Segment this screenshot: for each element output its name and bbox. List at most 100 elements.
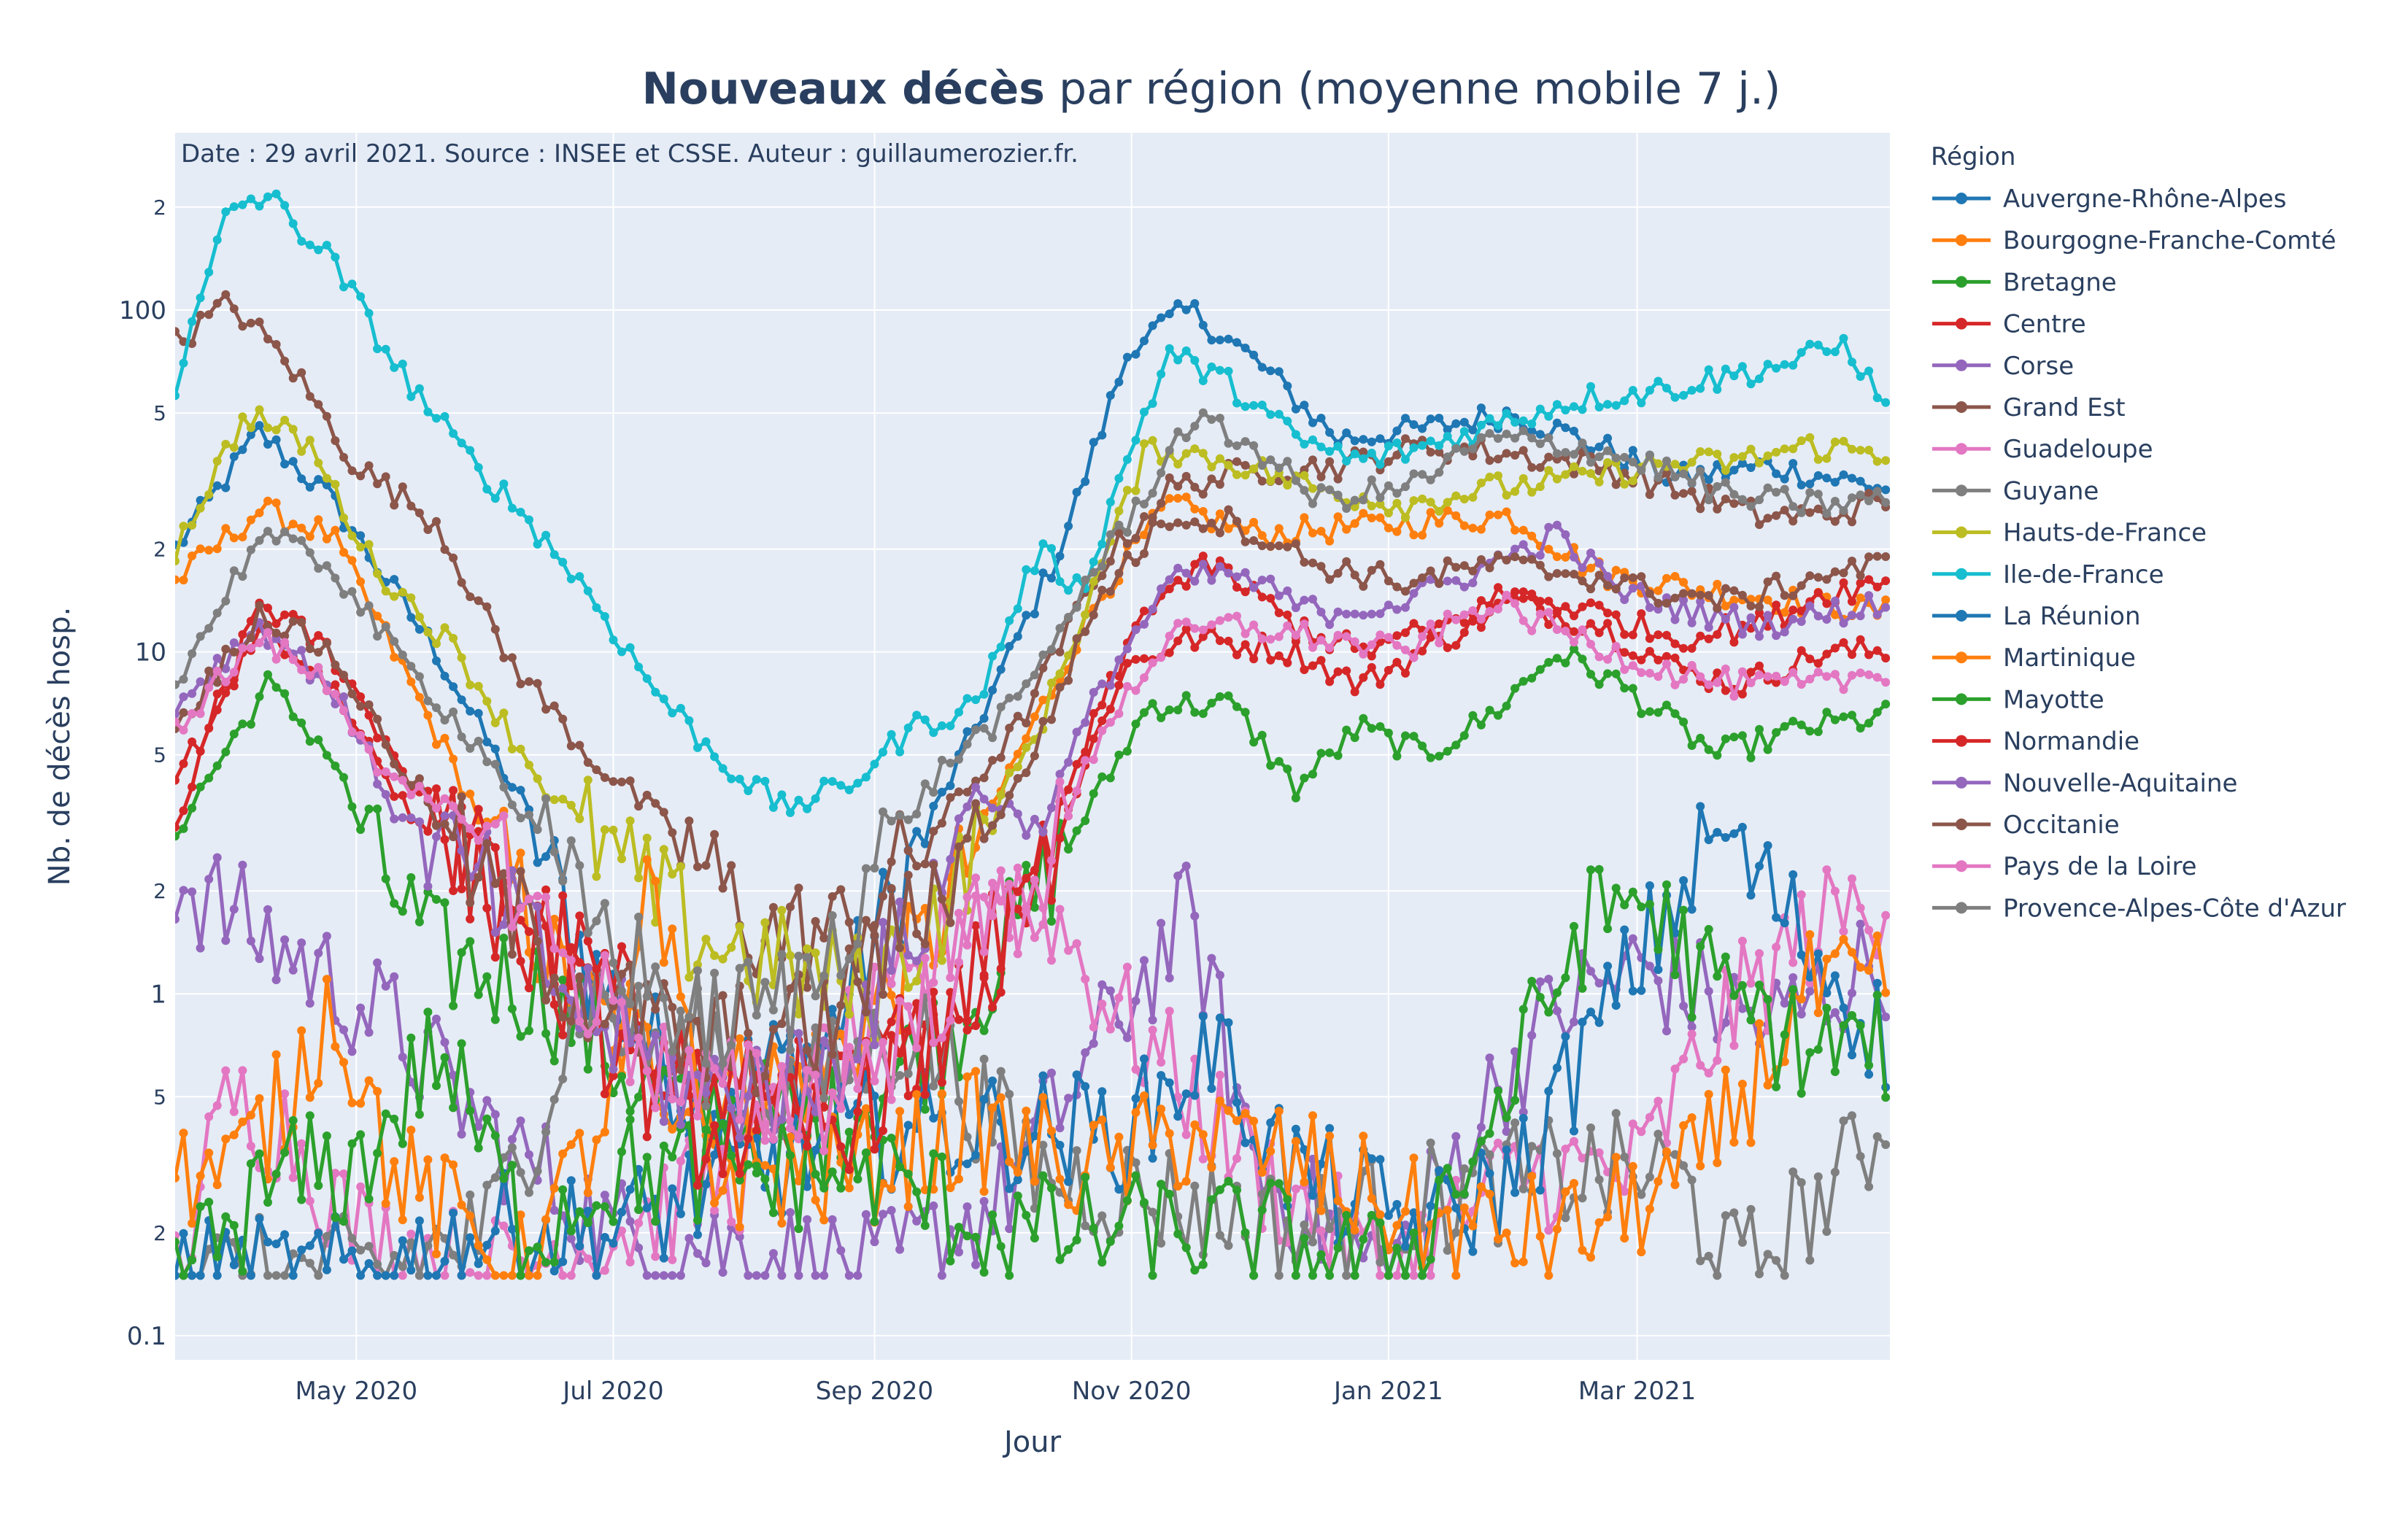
series-point xyxy=(912,809,922,819)
series-point xyxy=(879,807,887,816)
series-point xyxy=(1527,1142,1537,1151)
series-point xyxy=(263,527,272,536)
series-point xyxy=(895,897,905,907)
legend-item[interactable]: Martinique xyxy=(1932,643,2136,673)
series-point xyxy=(1628,584,1637,593)
series-point xyxy=(280,631,290,641)
series-point xyxy=(390,1157,399,1167)
series-point xyxy=(592,603,601,612)
series-point xyxy=(1670,1064,1680,1074)
series-point xyxy=(1089,438,1098,447)
series-point xyxy=(1603,924,1613,934)
series-point xyxy=(735,1222,744,1231)
legend-item[interactable]: Guadeloupe xyxy=(1932,435,2153,464)
series-point xyxy=(280,1271,290,1280)
series-point xyxy=(322,1131,331,1140)
series-point xyxy=(558,1013,568,1022)
series-point xyxy=(1586,469,1595,478)
series-point xyxy=(659,845,668,854)
legend-item[interactable]: Provence-Alpes-Côte d'Azur xyxy=(1932,894,2346,923)
series-point xyxy=(1064,845,1073,854)
series-point xyxy=(1653,586,1663,595)
series-point xyxy=(1687,741,1697,750)
series-point xyxy=(1544,411,1554,421)
series-point xyxy=(271,975,281,985)
series-point xyxy=(1190,708,1200,717)
legend-item[interactable]: La Réunion xyxy=(1932,602,2141,631)
legend-item[interactable]: Normandie xyxy=(1932,727,2139,757)
legend-item[interactable]: Mayotte xyxy=(1932,685,2104,714)
series-point xyxy=(1022,719,1031,728)
legend-item[interactable]: Corse xyxy=(1932,352,2074,381)
legend-item[interactable]: Occitanie xyxy=(1932,811,2120,840)
series-point xyxy=(1181,568,1191,578)
series-point xyxy=(1527,977,1537,986)
legend-item[interactable]: Nouvelle-Aquitaine xyxy=(1932,769,2237,798)
series-point xyxy=(701,1101,711,1110)
series-point xyxy=(1518,587,1528,597)
series-point xyxy=(1881,654,1890,663)
series-point xyxy=(1552,418,1562,428)
series-point xyxy=(533,774,542,784)
legend-item[interactable]: Ile-de-France xyxy=(1932,560,2164,589)
series-point xyxy=(853,1107,863,1116)
series-point xyxy=(1468,444,1478,454)
series-point xyxy=(1064,785,1073,794)
series-point xyxy=(583,1188,593,1197)
series-point xyxy=(179,692,188,702)
series-point xyxy=(1620,1153,1629,1161)
series-point xyxy=(238,445,247,454)
series-point xyxy=(432,821,441,830)
legend-item[interactable]: Bretagne xyxy=(1932,268,2117,297)
series-point xyxy=(1005,768,1014,778)
legend-item[interactable]: Centre xyxy=(1932,310,2086,339)
series-point xyxy=(1165,1189,1174,1199)
series-point xyxy=(912,711,922,720)
series-point xyxy=(1839,470,1848,479)
series-point xyxy=(466,824,475,833)
legend-item[interactable]: Guyane xyxy=(1932,476,2099,506)
series-point xyxy=(844,785,854,794)
series-point xyxy=(1755,495,1764,505)
series-point xyxy=(432,1249,441,1258)
series-point xyxy=(175,822,180,832)
series-point xyxy=(844,1183,854,1193)
series-point xyxy=(1081,1221,1090,1231)
series-point xyxy=(1157,1104,1166,1114)
series-point xyxy=(937,1089,946,1099)
legend-item[interactable]: Bourgogne-Franche-Comté xyxy=(1932,226,2336,255)
series-point xyxy=(651,687,660,697)
series-point xyxy=(887,1031,896,1040)
series-point xyxy=(1131,1094,1141,1103)
series-point xyxy=(668,1184,677,1194)
series-point xyxy=(617,998,626,1007)
series-point xyxy=(760,1161,770,1170)
series-point xyxy=(1645,1204,1654,1214)
series-point xyxy=(1822,989,1832,998)
series-point xyxy=(1510,1188,1520,1197)
series-point xyxy=(1544,544,1554,554)
series-point xyxy=(710,829,719,839)
series-point xyxy=(1097,1115,1107,1124)
series-point xyxy=(1232,1116,1241,1126)
series-point xyxy=(263,192,272,201)
legend-label: Martinique xyxy=(2003,643,2136,673)
series-point xyxy=(1148,1271,1157,1280)
series-point xyxy=(1637,668,1646,677)
legend-item[interactable]: Pays de la Loire xyxy=(1932,852,2197,881)
x-tick-label: Jul 2020 xyxy=(561,1377,663,1406)
series-point xyxy=(575,740,584,750)
series-point xyxy=(381,472,390,481)
legend-item[interactable]: Auvergne-Rhône-Alpes xyxy=(1932,185,2286,214)
series-point xyxy=(1325,575,1335,584)
series-point xyxy=(1451,419,1461,428)
series-point xyxy=(1459,417,1469,427)
series-point xyxy=(1881,498,1890,507)
series-point xyxy=(1409,589,1419,598)
series-point xyxy=(1418,424,1427,433)
series-point xyxy=(1746,1138,1756,1148)
series-point xyxy=(1578,466,1587,476)
legend-item[interactable]: Hauts-de-France xyxy=(1932,519,2207,548)
legend-item[interactable]: Grand Est xyxy=(1932,393,2126,422)
